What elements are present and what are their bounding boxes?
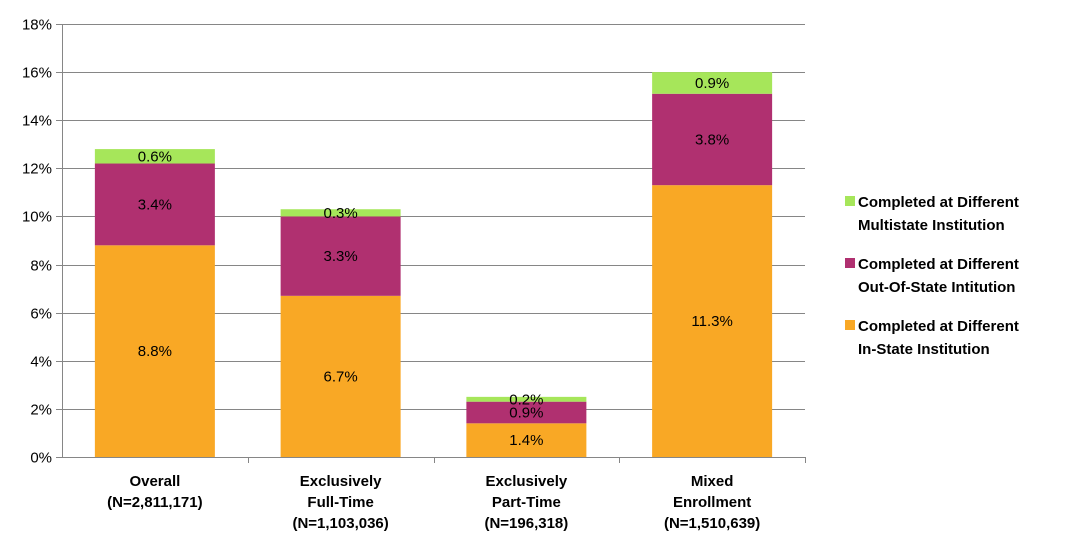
y-tick-label: 12% [22, 161, 52, 178]
y-tick-label: 18% [22, 17, 52, 34]
legend-entry: Completed at Different Out-Of-State Intit… [858, 256, 1019, 296]
y-tick-label: 2% [30, 402, 52, 419]
category-label: Exclusively Part-Time (N=196,318) [484, 473, 568, 532]
bar-segment [280, 295, 401, 457]
legend-entry-line: Completed at Different [858, 256, 1019, 273]
bar-segment [466, 396, 587, 402]
legend-entry-line: In-State Institution [858, 341, 990, 358]
data-labels: 8.8%3.4%0.6%6.7%3.3%0.3%1.4%0.9%0.2%11.3… [138, 75, 733, 449]
data-label: 0.9% [695, 75, 729, 92]
y-axis-tick-labels: 0% 2% 4% 6% 8% 10% 12% 14% 16% 18% [22, 17, 52, 467]
legend-entry: Completed at Different In-State Instituti… [858, 318, 1019, 358]
y-tick-label: 10% [22, 209, 52, 226]
legend-entry-line: Completed at Different [858, 194, 1019, 211]
category-label-line: Exclusively [486, 473, 568, 490]
data-label: 6.7% [324, 368, 358, 385]
bars [94, 72, 773, 457]
bar-segment [94, 163, 215, 246]
category-label-line: Mixed [691, 473, 734, 490]
data-label: 0.6% [138, 148, 172, 165]
bar-segment [94, 149, 215, 164]
category-label-line: Full-Time [307, 494, 373, 511]
bar-segment [466, 423, 587, 457]
category-label: Mixed Enrollment (N=1,510,639) [664, 473, 760, 532]
category-label-line: (N=1,510,639) [664, 515, 760, 532]
y-tick-label: 4% [30, 354, 52, 371]
legend-entry-line: Completed at Different [858, 318, 1019, 335]
y-tick-label: 6% [30, 306, 52, 323]
legend-swatch [845, 320, 855, 330]
data-label: 11.3% [691, 313, 732, 330]
legend: Completed at Different Multistate Institu… [845, 194, 1019, 358]
y-tick-label: 14% [22, 113, 52, 130]
y-tick-label: 8% [30, 258, 52, 275]
legend-swatch [845, 196, 855, 206]
bar-segment [280, 209, 401, 217]
category-label-line: Enrollment [673, 494, 751, 511]
data-label: 3.3% [324, 248, 358, 265]
legend-swatch [845, 258, 855, 268]
y-tick-label: 0% [30, 450, 52, 467]
bar-segment [466, 401, 587, 424]
data-label: 3.4% [138, 196, 172, 213]
bar-segment [652, 93, 773, 186]
data-label: 0.2% [509, 391, 543, 408]
legend-entry-line: Multistate Institution [858, 217, 1005, 234]
legend-entry-line: Out-Of-State Intitution [858, 279, 1015, 296]
bar-segment [280, 216, 401, 296]
category-label-line: (N=2,811,171) [107, 494, 203, 511]
category-label: Exclusively Full-Time (N=1,103,036) [292, 473, 388, 532]
bar-segment [94, 245, 215, 457]
x-axis-category-labels: Overall (N=2,811,171) Exclusively Full-Time… [107, 473, 760, 532]
data-label: 1.4% [509, 432, 543, 449]
category-label-line: Overall [129, 473, 180, 490]
bar-segment [652, 72, 773, 94]
category-label-line: (N=1,103,036) [292, 515, 388, 532]
data-label: 0.9% [509, 404, 543, 421]
bar-segment [652, 185, 773, 457]
category-label-line: (N=196,318) [484, 515, 568, 532]
data-label: 3.8% [695, 131, 729, 148]
data-label: 8.8% [138, 343, 172, 360]
category-label-line: Part-Time [492, 494, 561, 511]
legend-entry: Completed at Different Multistate Institu… [858, 194, 1019, 234]
category-label-line: Exclusively [300, 473, 382, 490]
axes [56, 24, 806, 463]
data-label: 0.3% [324, 205, 358, 222]
y-tick-label: 16% [22, 65, 52, 82]
category-label: Overall (N=2,811,171) [107, 473, 203, 511]
